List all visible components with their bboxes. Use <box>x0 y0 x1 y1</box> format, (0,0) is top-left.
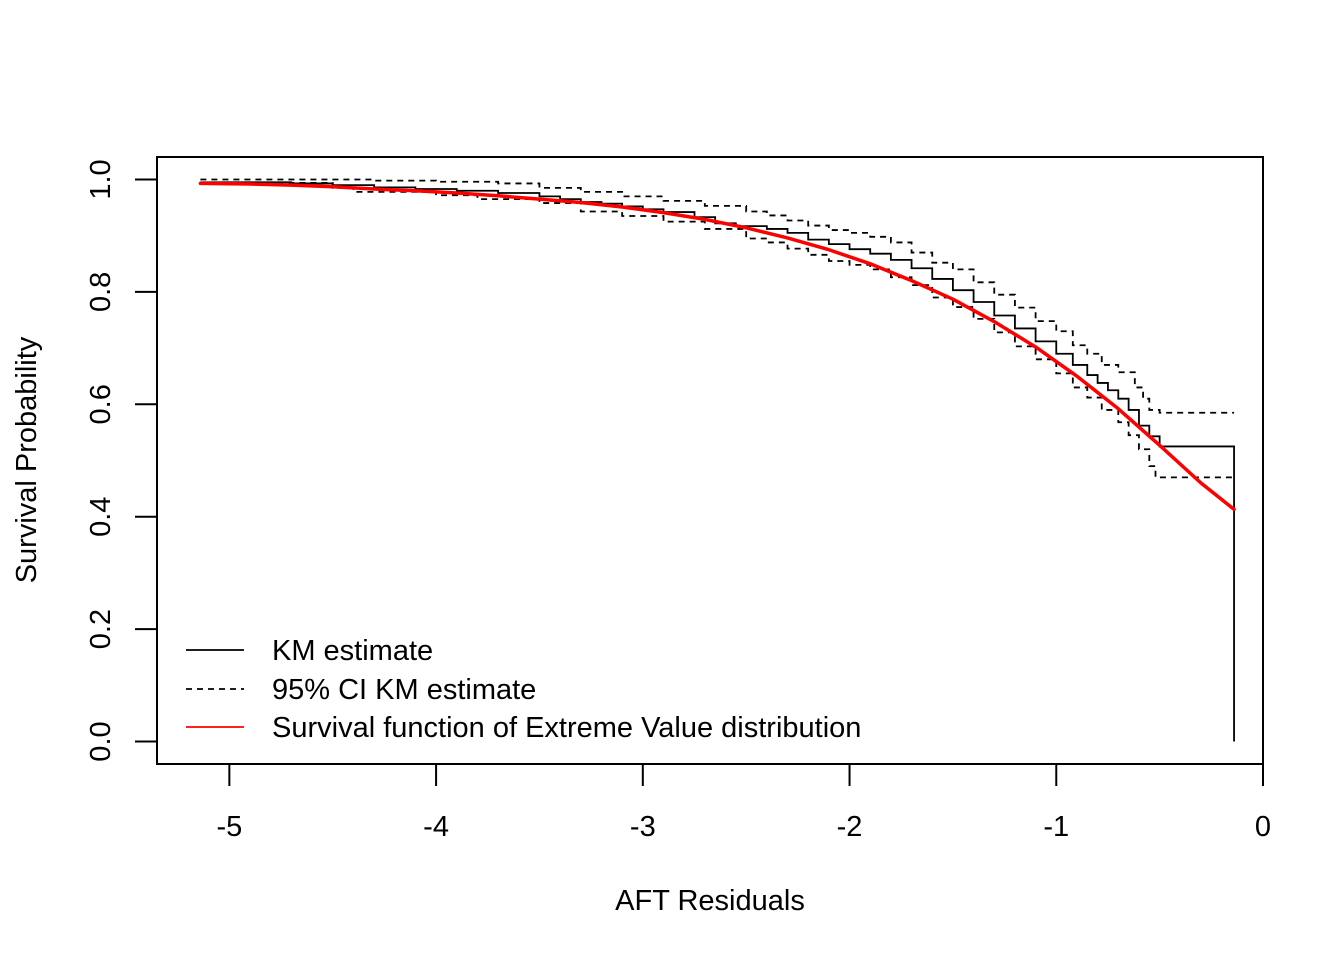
x-tick-label: -1 <box>1043 811 1069 843</box>
x-axis: -5 -4 -3 -2 -1 0 <box>216 763 1271 843</box>
x-tick-label: -2 <box>837 811 863 843</box>
y-axis-label: Survival Probability <box>11 336 43 583</box>
series-layer <box>198 178 1236 742</box>
legend-label: 95% CI KM estimate <box>272 674 536 706</box>
x-tick-label: -5 <box>216 811 242 843</box>
y-tick-label: 1.0 <box>85 159 117 199</box>
km-line <box>200 181 1235 742</box>
y-axis: 0.0 0.2 0.4 0.6 0.8 1.0 <box>85 159 158 762</box>
legend-label: Survival function of Extreme Value distr… <box>272 712 861 744</box>
y-tick-label: 0.6 <box>85 384 117 424</box>
x-tick-label: -3 <box>630 811 656 843</box>
legend: KM estimate 95% CI KM estimate Survival fu… <box>186 635 861 744</box>
x-tick-label: 0 <box>1255 811 1271 843</box>
plot-frame <box>156 156 1264 765</box>
y-tick-label: 0.4 <box>85 497 117 537</box>
x-tick-label: -4 <box>423 811 449 843</box>
ci-line <box>200 178 1235 414</box>
y-tick-label: 0.8 <box>85 272 117 312</box>
ci-line <box>200 181 1235 479</box>
y-tick-label: 0.2 <box>85 609 117 649</box>
y-tick-label: 0.0 <box>85 721 117 761</box>
ev-survival-line <box>198 181 1236 512</box>
x-axis-label: AFT Residuals <box>615 885 805 917</box>
legend-label: KM estimate <box>272 635 433 667</box>
